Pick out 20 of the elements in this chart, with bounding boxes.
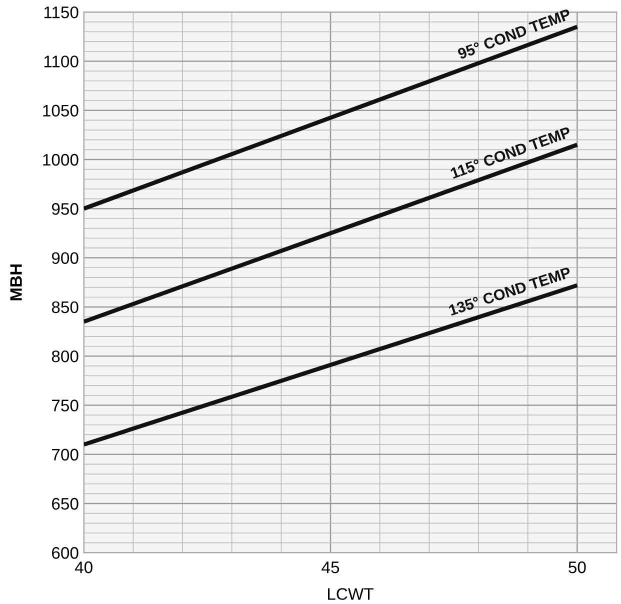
y-tick-label: 1100: [44, 56, 78, 68]
text: 115° COND TEMP: [450, 126, 572, 179]
y-tick-label: 950: [52, 203, 78, 215]
x-tick-label: 50: [568, 561, 586, 574]
y-tick-label: 600: [52, 547, 78, 559]
y-tick-label: 650: [52, 498, 78, 510]
text: 95° COND TEMP: [457, 8, 572, 60]
y-tick-label: 1050: [43, 104, 78, 117]
y-tick-label: 800: [52, 350, 78, 362]
y-tick-label: 700: [52, 448, 78, 461]
y-tick-label: 750: [52, 400, 78, 412]
x-tick-label: 40: [74, 561, 92, 574]
text: 135° COND TEMP: [448, 266, 572, 316]
y-tick-label: 1000: [43, 154, 78, 166]
x-axis-title: LCWT: [328, 588, 374, 600]
y-tick-label: 850: [52, 301, 78, 314]
y-tick-label: 900: [52, 252, 78, 264]
y-axis-title: MBH: [10, 264, 22, 300]
x-tick-label: 45: [322, 562, 340, 574]
y-tick-label: 1150: [44, 6, 78, 18]
